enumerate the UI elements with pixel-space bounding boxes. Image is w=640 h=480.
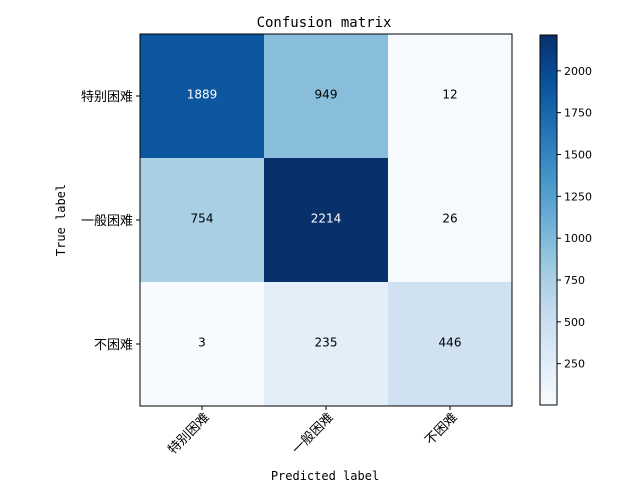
y-tick-label: 一般困难 [81, 213, 133, 229]
x-axis-label: Predicted label [271, 469, 379, 480]
colorbar-ticks: 250 500 750 1000 1250 1500 1750 2000 [557, 65, 592, 371]
heatmap-cell [388, 158, 513, 283]
heatmap-cell [264, 34, 389, 159]
colorbar-tick-label: 1000 [564, 232, 592, 245]
cell-value-label: 446 [439, 336, 462, 350]
colorbar [540, 35, 557, 405]
colorbar-tick-label: 500 [564, 316, 585, 329]
x-tick-label: 特别困难 [165, 410, 212, 457]
heatmap-cells [140, 34, 513, 407]
cell-value-label: 1889 [187, 88, 218, 102]
cell-value-label: 3 [198, 336, 206, 350]
y-tick-label: 不困难 [94, 338, 133, 353]
cell-value-label: 12 [442, 88, 457, 102]
x-tick-label: 不困难 [423, 410, 461, 448]
chart-title: Confusion matrix [257, 15, 392, 31]
x-axis-ticks: 特别困难 一般困难 不困难 [165, 406, 461, 458]
cell-value-label: 2214 [311, 212, 342, 226]
y-tick-label: 特别困难 [81, 90, 133, 105]
y-axis-label: True label [54, 184, 68, 256]
heatmap-cell [140, 34, 265, 159]
heatmap-cell [140, 282, 265, 407]
colorbar-tick-label: 1500 [564, 148, 592, 161]
heatmap-cell [264, 282, 389, 407]
cell-value-label: 949 [315, 88, 338, 102]
heatmap-cell [140, 158, 265, 283]
cell-value-label: 754 [191, 212, 214, 226]
cell-value-label: 235 [315, 336, 338, 350]
colorbar-tick-label: 750 [564, 274, 585, 287]
colorbar-tick-label: 1250 [564, 190, 592, 203]
cell-value-labels: 1889 949 12 754 2214 26 3 235 446 [187, 88, 462, 350]
cell-value-label: 26 [442, 212, 457, 226]
heatmap-cell [388, 282, 513, 407]
colorbar-tick-label: 1750 [564, 107, 592, 120]
colorbar-tick-label: 250 [564, 358, 585, 371]
heatmap-cell [264, 158, 389, 283]
colorbar-tick-label: 2000 [564, 65, 592, 78]
colorbar-frame [539, 34, 558, 406]
heatmap-cell [388, 34, 513, 159]
x-tick-label: 一般困难 [289, 410, 337, 458]
